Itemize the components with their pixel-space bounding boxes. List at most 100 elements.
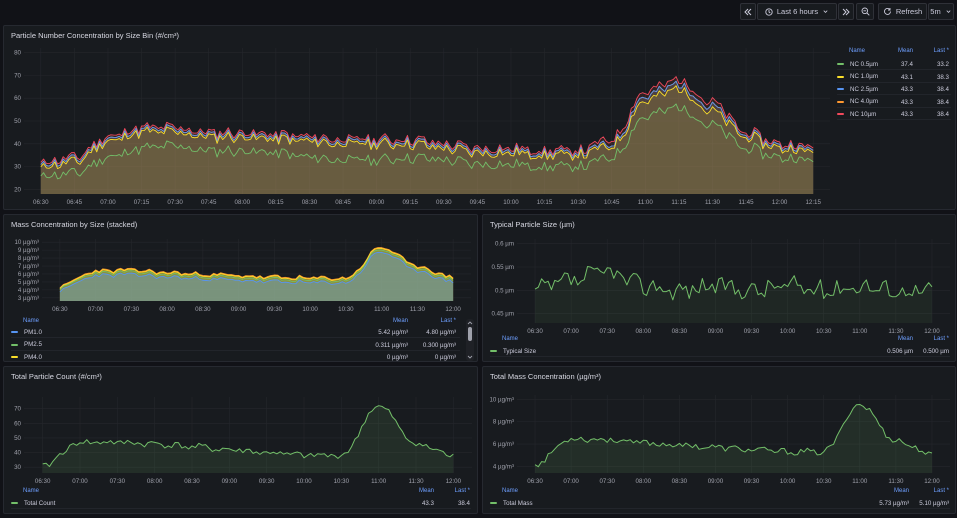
series-line-pm4-0[interactable] — [59, 247, 454, 290]
series-line-pm10[interactable] — [59, 247, 454, 289]
series-line-nc-1-0-m[interactable] — [40, 85, 814, 169]
panel-mass-concentration: Mass Concentration by Size (stacked) 3 µ… — [3, 214, 478, 362]
y-tick-label: 80 — [14, 50, 21, 57]
x-tick-label: 11:45 — [739, 199, 755, 206]
legend-header-last[interactable]: Last * — [933, 48, 949, 54]
legend-series-name: NC 0.5µm — [850, 60, 878, 68]
series-line-total-count[interactable] — [42, 405, 454, 468]
x-tick-label: 12:00 — [924, 478, 940, 485]
y-tick-label: 0.45 µm — [492, 311, 514, 318]
legend-header-last[interactable]: Last * — [933, 336, 949, 342]
x-tick-label: 10:15 — [537, 199, 553, 206]
x-tick-label: 12:00 — [924, 328, 940, 335]
refresh-button[interactable]: Refresh — [878, 3, 927, 20]
series-line-nc-0-5-m[interactable] — [40, 103, 814, 180]
series-line-typical-size[interactable] — [534, 265, 933, 301]
x-tick-label: 07:00 — [88, 306, 104, 313]
legend-header-mean[interactable]: Mean — [418, 488, 434, 494]
y-tick-label: 70 — [14, 72, 21, 79]
series-area-pm1-0 — [59, 252, 454, 301]
legend-header-mean[interactable]: Mean — [392, 318, 408, 324]
legend-row[interactable]: NC 10µm — [837, 109, 951, 120]
legend-row[interactable]: PM2.5 — [11, 340, 460, 351]
legend-series-name: NC 1.0µm — [850, 73, 878, 80]
series-area-nc-0-5-m — [40, 103, 814, 194]
legend-row[interactable]: Total Count — [11, 498, 471, 509]
legend-last-value: 38.4 — [457, 500, 470, 507]
legend-row[interactable]: PM4.0 — [11, 352, 460, 361]
x-tick-label: 08:00 — [636, 478, 652, 485]
legend-header-last[interactable]: Last * — [454, 488, 470, 494]
x-tick-label: 12:00 — [445, 306, 461, 313]
y-tick-label: 5 µg/m³ — [18, 279, 39, 286]
legend-header-mean[interactable]: Mean — [897, 48, 913, 54]
chevrons-right-icon — [842, 8, 850, 15]
series-line-nc-2-5-m[interactable] — [40, 80, 814, 167]
legend-series-name: Typical Size — [503, 347, 537, 355]
x-tick-label: 07:00 — [100, 199, 116, 206]
x-tick-label: 09:00 — [369, 199, 385, 206]
series-line-pm2-5[interactable] — [59, 249, 454, 290]
legend-series-name: NC 4.0µm — [850, 98, 878, 105]
x-tick-label: 12:00 — [772, 199, 788, 206]
y-tick-label: 9 µg/m³ — [18, 247, 39, 254]
x-tick-label: 07:00 — [563, 328, 579, 335]
series-line-pm1-0[interactable] — [59, 251, 454, 293]
y-tick-label: 30 — [14, 464, 21, 471]
legend-row[interactable]: NC 4.0µm — [837, 97, 951, 108]
legend-header-last[interactable]: Last * — [440, 318, 456, 324]
legend-row[interactable]: PM1.0 — [11, 327, 460, 338]
x-tick-label: 11:00 — [638, 199, 654, 206]
panel-title[interactable]: Total Mass Concentration (µg/m³) — [490, 372, 602, 381]
y-tick-label: 30 — [14, 164, 21, 171]
x-tick-label: 11:30 — [888, 328, 904, 335]
chevrons-left-icon — [744, 8, 752, 15]
x-tick-label: 06:30 — [35, 478, 51, 485]
panel-particle-number-concentration: Particle Number Concentration by Size Bi… — [3, 25, 956, 210]
x-tick-label: 11:00 — [374, 306, 390, 313]
refresh-label: Refresh — [895, 7, 923, 16]
legend-series-name: Total Count — [24, 499, 56, 507]
x-tick-label: 07:15 — [134, 199, 150, 206]
x-tick-label: 07:00 — [563, 478, 579, 485]
legend-header-last[interactable]: Last * — [933, 488, 949, 494]
series-line-nc-10-m[interactable] — [40, 76, 814, 165]
refresh-interval-picker[interactable]: 5m — [928, 3, 954, 20]
legend-header-mean[interactable]: Mean — [893, 488, 909, 494]
x-tick-label: 08:15 — [268, 199, 284, 206]
x-tick-label: 08:30 — [672, 478, 688, 485]
legend-row[interactable]: NC 1.0µm — [837, 72, 951, 83]
legend-row[interactable]: Typical Size — [490, 346, 950, 357]
legend-row[interactable]: NC 0.5µm — [837, 59, 951, 70]
x-tick-label: 09:00 — [222, 478, 238, 485]
series-color-swatch — [11, 343, 18, 346]
y-tick-label: 0.55 µm — [492, 264, 514, 271]
panel-title[interactable]: Typical Particle Size (µm) — [490, 220, 575, 229]
time-forward-button[interactable] — [838, 3, 854, 20]
legend-last-value: 38.3 — [936, 73, 949, 81]
panel-title[interactable]: Total Particle Count (#/cm³) — [11, 372, 102, 381]
legend-last-value: 38.4 — [936, 86, 949, 93]
legend-header-name: Name — [23, 488, 40, 494]
x-tick-label: 09:00 — [708, 478, 724, 485]
legend-scrollbar[interactable] — [466, 319, 474, 361]
legend-header-name: Name — [23, 318, 40, 324]
x-tick-label: 09:30 — [259, 478, 275, 485]
panel-title[interactable]: Particle Number Concentration by Size Bi… — [11, 31, 179, 40]
legend-row[interactable]: Total Mass — [490, 498, 950, 509]
series-line-total-mass[interactable] — [534, 403, 933, 468]
x-tick-label: 10:30 — [334, 478, 350, 485]
time-range-picker[interactable]: Last 6 hours — [757, 3, 837, 20]
legend-mean-value: 43.3 — [421, 500, 434, 507]
panel-title[interactable]: Mass Concentration by Size (stacked) — [11, 220, 138, 229]
x-tick-label: 09:30 — [744, 328, 760, 335]
time-back-button[interactable] — [740, 3, 756, 20]
series-color-swatch — [11, 356, 18, 358]
x-tick-label: 10:00 — [780, 328, 796, 335]
y-tick-label: 4 µg/m³ — [493, 463, 514, 470]
zoom-out-button[interactable] — [856, 3, 874, 20]
legend-row[interactable]: NC 2.5µm — [837, 84, 951, 95]
legend-header-mean[interactable]: Mean — [897, 336, 913, 342]
x-tick-label: 09:30 — [436, 199, 452, 206]
x-tick-label: 11:30 — [410, 306, 426, 313]
